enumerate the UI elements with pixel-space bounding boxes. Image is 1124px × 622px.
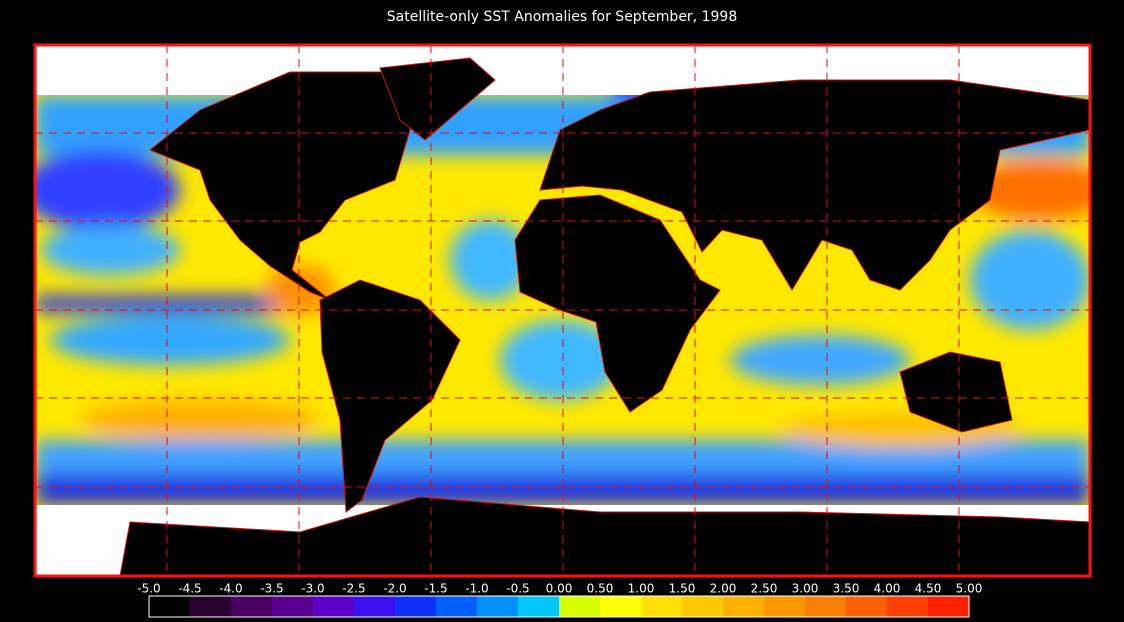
colorbar-label: 3.50 xyxy=(833,582,860,596)
colorbar-label: 1.50 xyxy=(669,582,696,596)
colorbar-border xyxy=(148,595,970,618)
colorbar-swatch xyxy=(805,596,846,617)
colorbar-swatch xyxy=(764,596,805,617)
colorbar-swatch xyxy=(846,596,887,617)
north-america xyxy=(149,71,411,301)
colorbar-label: -4.0 xyxy=(219,582,242,596)
colorbar-swatch xyxy=(190,596,231,617)
colorbar-swatch xyxy=(354,596,395,617)
colorbar-swatch xyxy=(313,596,354,617)
colorbar-label: 0.00 xyxy=(546,582,573,596)
map xyxy=(35,45,1090,576)
colorbar-swatch xyxy=(518,596,559,617)
colorbar-label: -4.5 xyxy=(178,582,201,596)
colorbar-label: 4.50 xyxy=(915,582,942,596)
colorbar-swatch xyxy=(928,596,969,617)
colorbar-swatch xyxy=(272,596,313,617)
antarctica xyxy=(119,496,1090,576)
colorbar-label: -1.0 xyxy=(465,582,488,596)
colorbar-swatch xyxy=(395,596,436,617)
colorbar-swatch xyxy=(887,596,928,617)
south-america xyxy=(319,279,461,513)
colorbar-label: 2.50 xyxy=(751,582,778,596)
colorbar: -5.0 -4.5 -4.0 -3.5 -3.0 -2.5 -2.0 -1.5 -1.0 -0.5… xyxy=(137,582,982,618)
colorbar-label: -0.5 xyxy=(506,582,529,596)
colorbar-label: -1.5 xyxy=(424,582,447,596)
colorbar-label: 3.00 xyxy=(792,582,819,596)
colorbar-swatch xyxy=(641,596,682,617)
colorbar-label: 2.00 xyxy=(710,582,737,596)
colorbar-swatch xyxy=(559,596,600,617)
colorbar-swatch xyxy=(436,596,477,617)
colorbar-label: 4.00 xyxy=(874,582,901,596)
colorbar-label: -2.5 xyxy=(342,582,365,596)
graticule xyxy=(35,45,1090,576)
colorbar-label: -3.5 xyxy=(260,582,283,596)
colorbar-label: 1.00 xyxy=(628,582,655,596)
colorbar-label: -3.0 xyxy=(301,582,324,596)
colorbar-label: -2.0 xyxy=(383,582,406,596)
map-frame xyxy=(33,43,1092,578)
colorbar-swatch xyxy=(477,596,518,617)
africa xyxy=(514,194,721,413)
australia xyxy=(899,351,1013,433)
colorbar-label: 5.00 xyxy=(956,582,983,596)
greenland xyxy=(379,57,496,141)
colorbar-swatch xyxy=(682,596,723,617)
colorbar-swatch xyxy=(723,596,764,617)
colorbar-label: 0.50 xyxy=(587,582,614,596)
colorbar-swatch xyxy=(600,596,641,617)
colorbar-swatch xyxy=(149,596,190,617)
colorbar-label: -5.0 xyxy=(137,582,160,596)
title: Satellite-only SST Anomalies for Septemb… xyxy=(387,9,737,25)
colorbar-swatch xyxy=(231,596,272,617)
